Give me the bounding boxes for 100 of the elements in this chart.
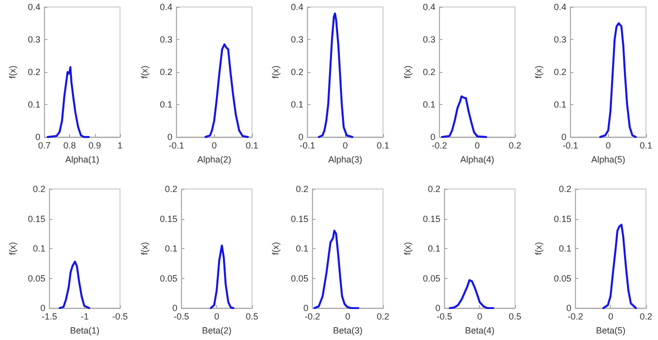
- x-tick-label: 0: [345, 312, 350, 322]
- x-tick-label: 0: [476, 312, 482, 322]
- y-tick-label: 0.4: [159, 2, 172, 12]
- y-tick-label: 0: [172, 303, 178, 314]
- y-tick-label: 0.1: [28, 100, 40, 110]
- y-tick-label: 0.1: [422, 100, 436, 110]
- x-tick-label: 0.5: [508, 312, 522, 322]
- y-tick-label: 0.3: [291, 34, 304, 44]
- y-tick-label: 0.2: [554, 67, 567, 77]
- y-tick-label: 0.15: [422, 214, 440, 224]
- x-tick-label: 0.8: [63, 140, 76, 150]
- x-tick-label: 0: [606, 140, 612, 150]
- y-tick-label: 0.4: [291, 2, 304, 12]
- y-axis-title: f(x): [534, 242, 544, 256]
- x-tick-label: 0: [474, 140, 480, 150]
- x-tick-label: -0.1: [168, 140, 184, 150]
- y-tick-label: 0: [430, 132, 436, 142]
- y-tick-label: 0.15: [291, 214, 309, 224]
- y-tick-label: 0: [562, 132, 567, 142]
- y-tick-label: 0.1: [164, 244, 178, 254]
- y-tick-label: 0.3: [422, 34, 436, 44]
- y-axis-title: f(x): [8, 242, 18, 256]
- x-axis-title: Beta(5): [596, 326, 626, 336]
- x-axis-title: Alpha(4): [460, 154, 494, 164]
- y-tick-label: 0.3: [28, 34, 40, 44]
- line-series: [204, 43, 248, 138]
- line-series: [600, 22, 638, 138]
- x-axis-title: Beta(1): [70, 326, 100, 336]
- y-tick-label: 0.1: [428, 244, 440, 254]
- y-axis-title: f(x): [402, 66, 412, 78]
- y-tick-label: 0.4: [422, 2, 436, 12]
- x-tick-label: -1: [80, 312, 89, 322]
- y-axis-title: f(x): [270, 66, 281, 78]
- y-tick-label: 0.1: [159, 100, 172, 110]
- y-tick-label: 0.05: [28, 273, 46, 284]
- line-series: [46, 66, 90, 138]
- x-tick-label: -0.2: [304, 312, 320, 322]
- x-axis-title: Alpha(2): [196, 154, 231, 164]
- y-tick-label: 0: [35, 132, 40, 142]
- y-tick-label: 0.15: [159, 214, 178, 224]
- line-series: [58, 260, 90, 310]
- y-tick-label: 0.2: [164, 184, 178, 194]
- y-tick-label: 0: [435, 303, 440, 314]
- y-tick-label: 0.2: [159, 67, 172, 77]
- x-axis-title: Alpha(1): [65, 154, 100, 164]
- x-tick-label: 0: [608, 312, 614, 322]
- y-tick-label: 0: [298, 132, 304, 142]
- x-tick-label: 0.2: [508, 140, 522, 150]
- y-tick-label: 0.2: [422, 67, 436, 77]
- x-tick-label: 0.1: [640, 140, 653, 150]
- y-axis-title: f(x): [8, 66, 18, 78]
- x-tick-label: -0.5: [112, 312, 128, 322]
- y-tick-label: 0.05: [554, 273, 572, 284]
- x-axis-title: Beta(3): [333, 326, 363, 336]
- y-tick-label: 0.1: [559, 244, 572, 254]
- x-tick-label: -0.5: [436, 312, 452, 322]
- line-series: [602, 224, 638, 310]
- y-tick-label: 0.1: [32, 244, 46, 254]
- y-tick-label: 0.1: [296, 244, 309, 254]
- y-tick-label: 0.1: [554, 100, 567, 110]
- x-tick-label: 0.9: [88, 140, 102, 150]
- y-axis-title: f(x): [139, 242, 150, 256]
- line-series: [318, 12, 354, 138]
- line-series: [440, 95, 487, 138]
- y-axis-title: f(x): [534, 66, 544, 78]
- y-tick-label: 0.15: [28, 214, 46, 224]
- x-tick-label: -1.5: [42, 312, 58, 322]
- y-tick-label: 0.2: [428, 184, 440, 194]
- y-tick-label: 0.2: [296, 184, 309, 194]
- y-tick-label: 0: [566, 303, 572, 314]
- x-axis-title: Alpha(5): [592, 154, 626, 164]
- y-tick-label: 0.2: [291, 67, 304, 77]
- line-series: [209, 244, 234, 310]
- x-tick-label: 0.1: [245, 140, 258, 150]
- x-tick-label: 0.7: [38, 140, 51, 150]
- x-tick-label: 0: [342, 140, 348, 150]
- y-axis-title: f(x): [139, 66, 150, 78]
- x-tick-label: 1: [117, 140, 123, 150]
- y-tick-label: 0.3: [554, 34, 567, 44]
- y-tick-label: 0: [40, 303, 46, 314]
- y-tick-label: 0: [166, 132, 172, 142]
- y-tick-label: 0.2: [32, 184, 46, 194]
- y-tick-label: 0.3: [159, 34, 172, 44]
- y-axis-title: f(x): [402, 242, 412, 256]
- x-tick-label: -0.2: [568, 312, 584, 322]
- x-tick-label: 0.1: [376, 140, 390, 150]
- y-tick-label: 0.05: [422, 273, 440, 284]
- y-tick-label: 0.05: [159, 273, 178, 284]
- x-tick-label: 0.5: [245, 312, 258, 322]
- x-axis-title: Beta(2): [202, 326, 232, 336]
- x-tick-label: 0.2: [376, 312, 390, 322]
- x-tick-label: -0.1: [300, 140, 316, 150]
- x-tick-label: 0: [214, 312, 219, 322]
- line-series: [314, 230, 360, 310]
- x-axis-title: Beta(4): [464, 326, 494, 336]
- y-tick-label: 0.15: [554, 214, 572, 224]
- x-tick-label: -0.5: [173, 312, 189, 322]
- y-tick-label: 0: [304, 303, 309, 314]
- x-tick-label: -0.2: [431, 140, 447, 150]
- y-tick-label: 0.2: [559, 184, 572, 194]
